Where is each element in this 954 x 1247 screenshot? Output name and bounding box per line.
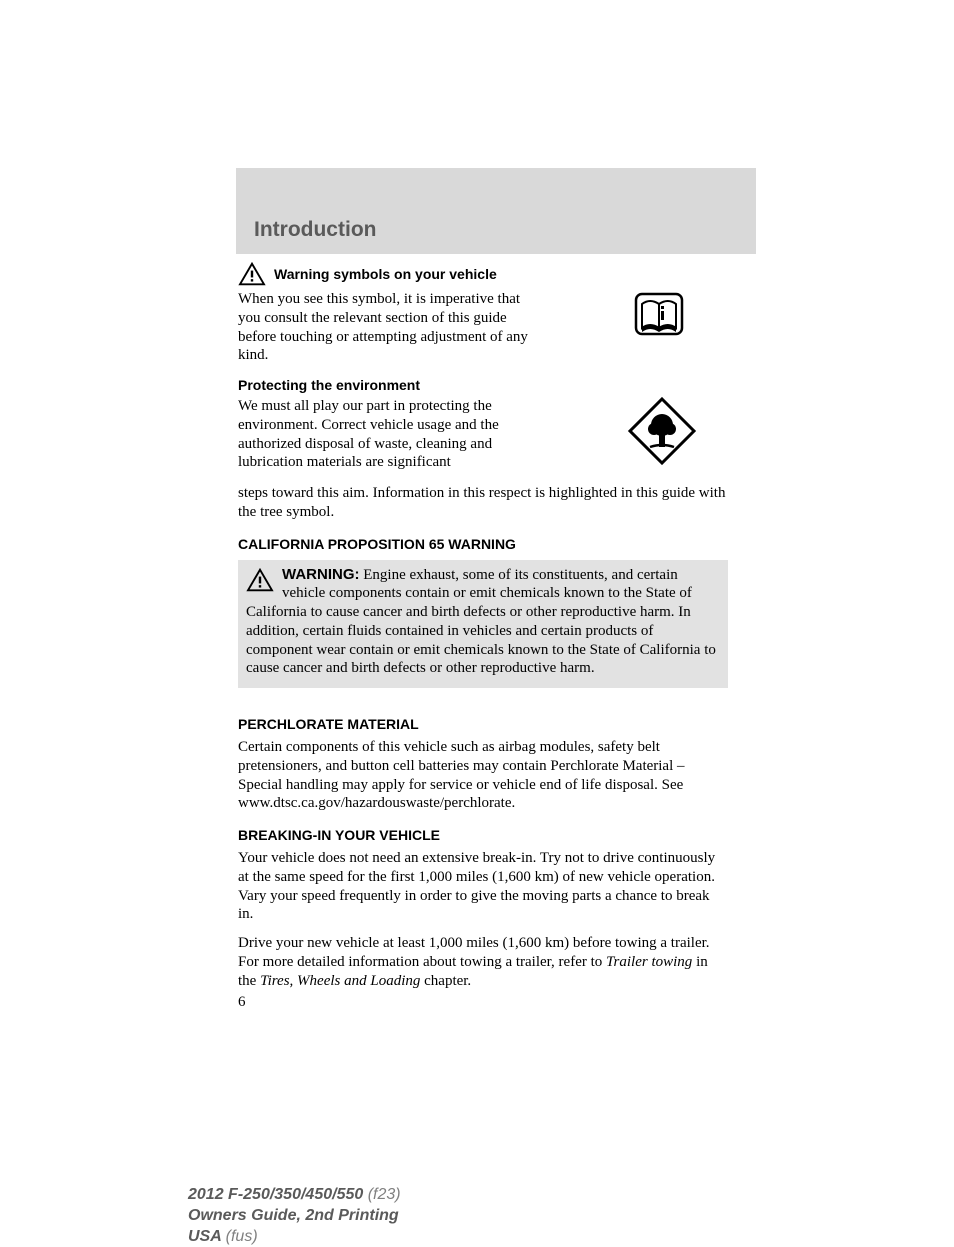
environment-block: We must all play our part in protecting … — [238, 397, 728, 472]
breakin-i2: Tires, Wheels and Loading — [260, 973, 420, 989]
footer-line-3: USA (fus) — [188, 1227, 401, 1247]
breakin-text-a: Your vehicle does not need an extensive … — [238, 849, 726, 924]
prop65-heading: CALIFORNIA PROPOSITION 65 WARNING — [238, 536, 728, 552]
footer-model: 2012 F-250/350/450/550 — [188, 1186, 368, 1203]
environment-text-a: We must all play our part in protecting … — [238, 397, 538, 472]
warning-symbols-text: When you see this symbol, it is imperati… — [238, 290, 538, 365]
breakin-heading: BREAKING-IN YOUR VEHICLE — [238, 827, 728, 843]
perchlorate-heading: PERCHLORATE MATERIAL — [238, 716, 728, 732]
footer-region-code: (fus) — [226, 1228, 258, 1245]
prop65-warning-text: WARNING: Engine exhaust, some of its con… — [246, 566, 720, 679]
warning-label: WARNING: — [282, 566, 360, 583]
environment-heading: Protecting the environment — [238, 377, 728, 393]
warning-triangle-icon — [238, 262, 266, 286]
breakin-text-b: Drive your new vehicle at least 1,000 mi… — [238, 934, 726, 990]
perchlorate-text: Certain components of this vehicle such … — [238, 738, 726, 813]
manual-book-icon — [630, 290, 688, 347]
warning-symbols-block: When you see this symbol, it is imperati… — [238, 290, 728, 365]
prop65-warning-box: WARNING: Engine exhaust, some of its con… — [238, 560, 728, 689]
section-header: Introduction — [236, 168, 756, 254]
page-number: 6 — [238, 994, 728, 1011]
breakin-post: chapter. — [420, 973, 471, 989]
footer: 2012 F-250/350/450/550 (f23) Owners Guid… — [188, 1185, 401, 1247]
environment-text-b: steps toward this aim. Information in th… — [238, 484, 726, 522]
section-title: Introduction — [254, 218, 756, 242]
warning-symbols-heading: Warning symbols on your vehicle — [274, 266, 497, 282]
footer-line-1: 2012 F-250/350/450/550 (f23) — [188, 1185, 401, 1206]
page-content: Introduction Warning symbols on your veh… — [238, 168, 728, 1011]
warning-triangle-icon — [246, 568, 274, 592]
footer-region: USA — [188, 1228, 226, 1245]
footer-line-2: Owners Guide, 2nd Printing — [188, 1206, 401, 1227]
footer-code: (f23) — [368, 1186, 401, 1203]
warning-symbols-heading-row: Warning symbols on your vehicle — [238, 262, 728, 286]
environment-tree-icon — [626, 395, 698, 472]
breakin-i1: Trailer towing — [606, 954, 692, 970]
